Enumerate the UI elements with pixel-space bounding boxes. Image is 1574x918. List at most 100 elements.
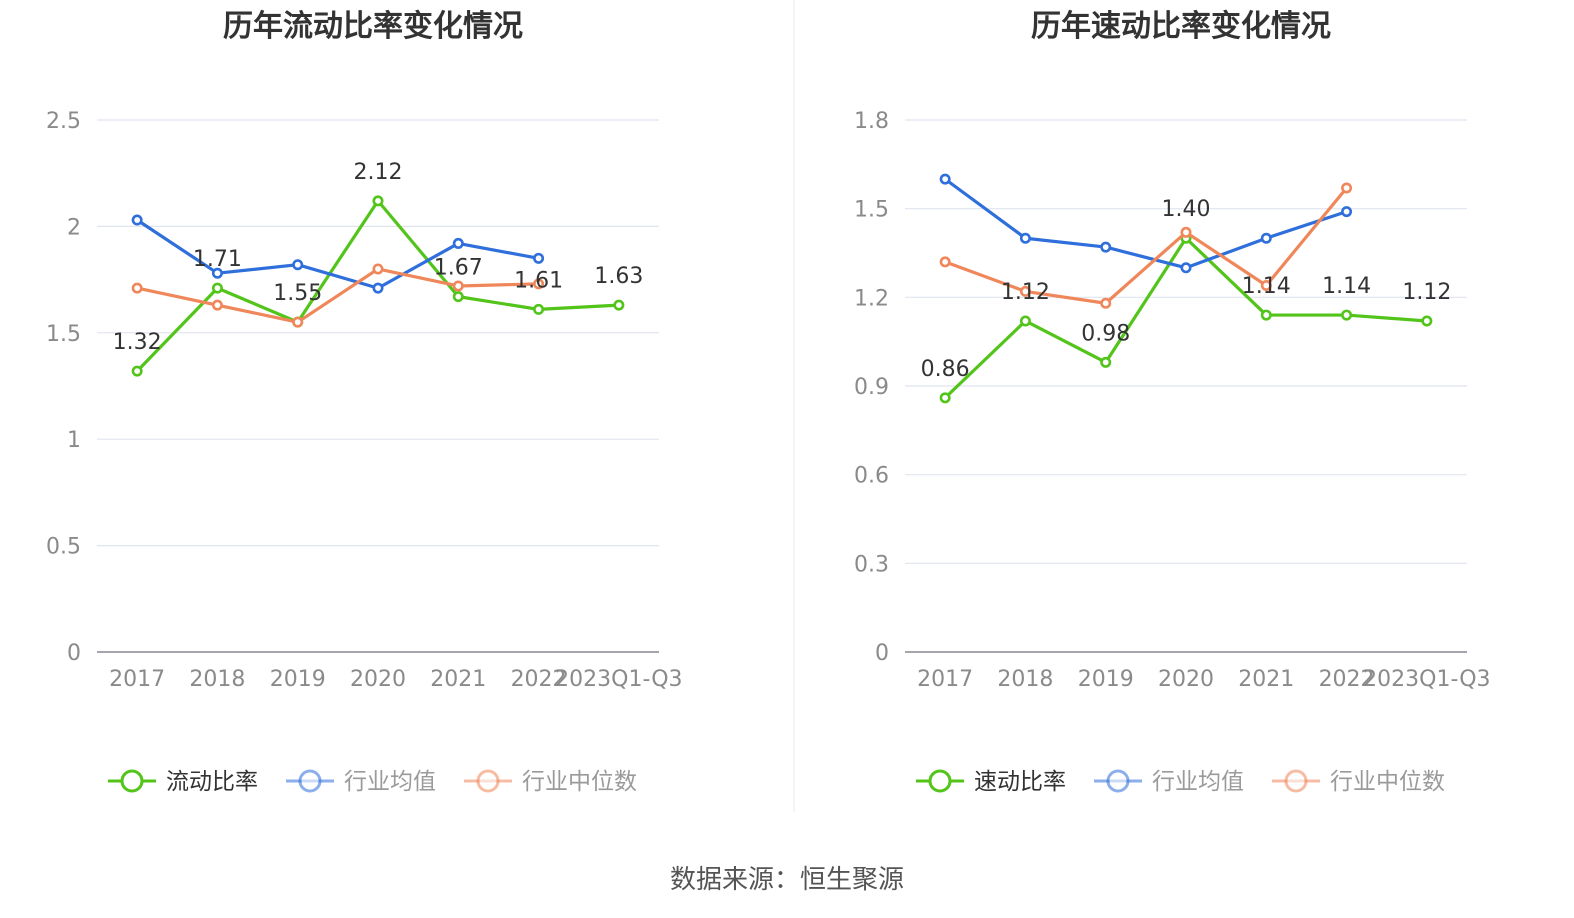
legend-marker-icon	[1284, 769, 1308, 793]
legend-item[interactable]: 速动比率	[916, 769, 1066, 795]
data-label: 1.14	[1322, 274, 1371, 299]
legend-marker-icon	[120, 769, 144, 793]
legend-marker-icon	[298, 769, 322, 793]
x-tick-label: 2022	[1319, 667, 1375, 692]
x-tick-label: 2022	[511, 667, 567, 692]
x-tick-label: 2018	[997, 667, 1053, 692]
legend-item[interactable]: 行业均值	[286, 769, 436, 795]
data-point[interactable]	[1019, 285, 1031, 297]
data-point[interactable]	[1100, 241, 1112, 253]
x-tick-label: 2017	[109, 667, 165, 692]
x-tick-label: 2019	[1078, 667, 1134, 692]
data-point[interactable]	[211, 282, 223, 294]
data-point[interactable]	[292, 259, 304, 271]
x-tick-label: 2019	[270, 667, 326, 692]
data-point[interactable]	[939, 173, 951, 185]
chart-title: 历年速动比率变化情况	[1031, 9, 1331, 44]
series-line-industry-mean	[136, 218, 539, 290]
legend-marker-icon	[476, 769, 500, 793]
y-tick-label: 1.2	[854, 286, 889, 311]
data-label: 1.71	[193, 247, 242, 272]
data-point[interactable]	[131, 282, 143, 294]
data-label: 1.40	[1162, 197, 1211, 222]
chart-title: 历年流动比率变化情况	[223, 9, 523, 44]
data-point[interactable]	[372, 263, 384, 275]
data-point[interactable]	[1341, 182, 1353, 194]
legend-label: 行业均值	[1152, 769, 1244, 795]
y-tick-label: 0	[67, 641, 81, 666]
legend-item[interactable]: 行业中位数	[1272, 769, 1445, 795]
y-tick-label: 0.6	[854, 464, 889, 489]
data-point[interactable]	[372, 195, 384, 207]
data-point[interactable]	[1341, 309, 1353, 321]
data-point[interactable]	[1260, 309, 1272, 321]
data-point[interactable]	[452, 291, 464, 303]
data-point[interactable]	[533, 252, 545, 264]
legend-label: 行业中位数	[522, 769, 637, 795]
data-point[interactable]	[372, 282, 384, 294]
legend-label: 行业均值	[344, 769, 436, 795]
data-label: 1.12	[1001, 280, 1050, 305]
data-label: 0.86	[921, 357, 970, 382]
data-point[interactable]	[1180, 262, 1192, 274]
x-tick-label: 2023Q1-Q3	[555, 667, 682, 692]
data-label: 1.63	[594, 264, 643, 289]
data-label: 1.55	[273, 281, 322, 306]
data-point[interactable]	[1421, 315, 1433, 327]
y-tick-label: 0.3	[854, 552, 889, 577]
x-tick-label: 2018	[189, 667, 245, 692]
data-point[interactable]	[1019, 232, 1031, 244]
data-point[interactable]	[613, 299, 625, 311]
data-point[interactable]	[939, 256, 951, 268]
y-tick-label: 0.9	[854, 375, 889, 400]
series-line-industry-median	[136, 267, 539, 324]
data-label: 2.12	[354, 160, 403, 185]
data-point[interactable]	[1019, 315, 1031, 327]
x-tick-label: 2020	[1158, 667, 1214, 692]
data-label: 1.67	[434, 256, 483, 281]
data-point[interactable]	[1341, 206, 1353, 218]
data-point[interactable]	[211, 267, 223, 279]
legend-marker-icon	[928, 769, 952, 793]
x-tick-label: 2021	[1238, 667, 1294, 692]
data-label: 0.98	[1081, 321, 1130, 346]
current-ratio-chart: 历年流动比率变化情况 0 0.5 1 1.5 2 2.5 2017 2018 2019 2020 20…	[46, 9, 683, 795]
data-point[interactable]	[939, 392, 951, 404]
series-line-industry-mean	[944, 177, 1348, 270]
data-point[interactable]	[452, 280, 464, 292]
y-tick-label: 2	[67, 215, 81, 240]
legend-item[interactable]: 行业中位数	[464, 769, 637, 795]
data-source: 数据来源：恒生聚源	[670, 865, 904, 895]
data-point[interactable]	[292, 316, 304, 328]
data-point[interactable]	[1100, 356, 1112, 368]
data-point[interactable]	[131, 365, 143, 377]
x-tick-label: 2021	[430, 667, 486, 692]
y-tick-label: 0	[875, 641, 889, 666]
quick-ratio-chart: 历年速动比率变化情况 0 0.3 0.6 0.9 1.2 1.5 1.8 2017 2018 201…	[854, 9, 1491, 795]
y-tick-label: 2.5	[46, 109, 81, 134]
data-label: 1.14	[1242, 274, 1291, 299]
data-label: 1.12	[1402, 280, 1451, 305]
legend-item[interactable]: 流动比率	[108, 769, 258, 795]
data-point[interactable]	[1100, 297, 1112, 309]
data-label: 1.32	[113, 330, 162, 355]
series-line-main	[944, 236, 1427, 399]
x-tick-label: 2020	[350, 667, 406, 692]
data-point[interactable]	[452, 237, 464, 249]
legend-item[interactable]: 行业均值	[1094, 769, 1244, 795]
y-tick-label: 0.5	[46, 535, 81, 560]
data-point[interactable]	[131, 214, 143, 226]
data-point[interactable]	[533, 303, 545, 315]
y-tick-label: 1.8	[854, 109, 889, 134]
data-point[interactable]	[1260, 280, 1272, 292]
y-tick-label: 1.5	[854, 198, 889, 223]
x-tick-label: 2017	[917, 667, 973, 692]
data-point[interactable]	[1180, 226, 1192, 238]
y-tick-label: 1	[67, 428, 81, 453]
data-point[interactable]	[1260, 232, 1272, 244]
data-label: 1.61	[514, 268, 563, 293]
series-line-industry-median	[944, 186, 1348, 305]
data-point[interactable]	[211, 299, 223, 311]
data-point[interactable]	[533, 278, 545, 290]
